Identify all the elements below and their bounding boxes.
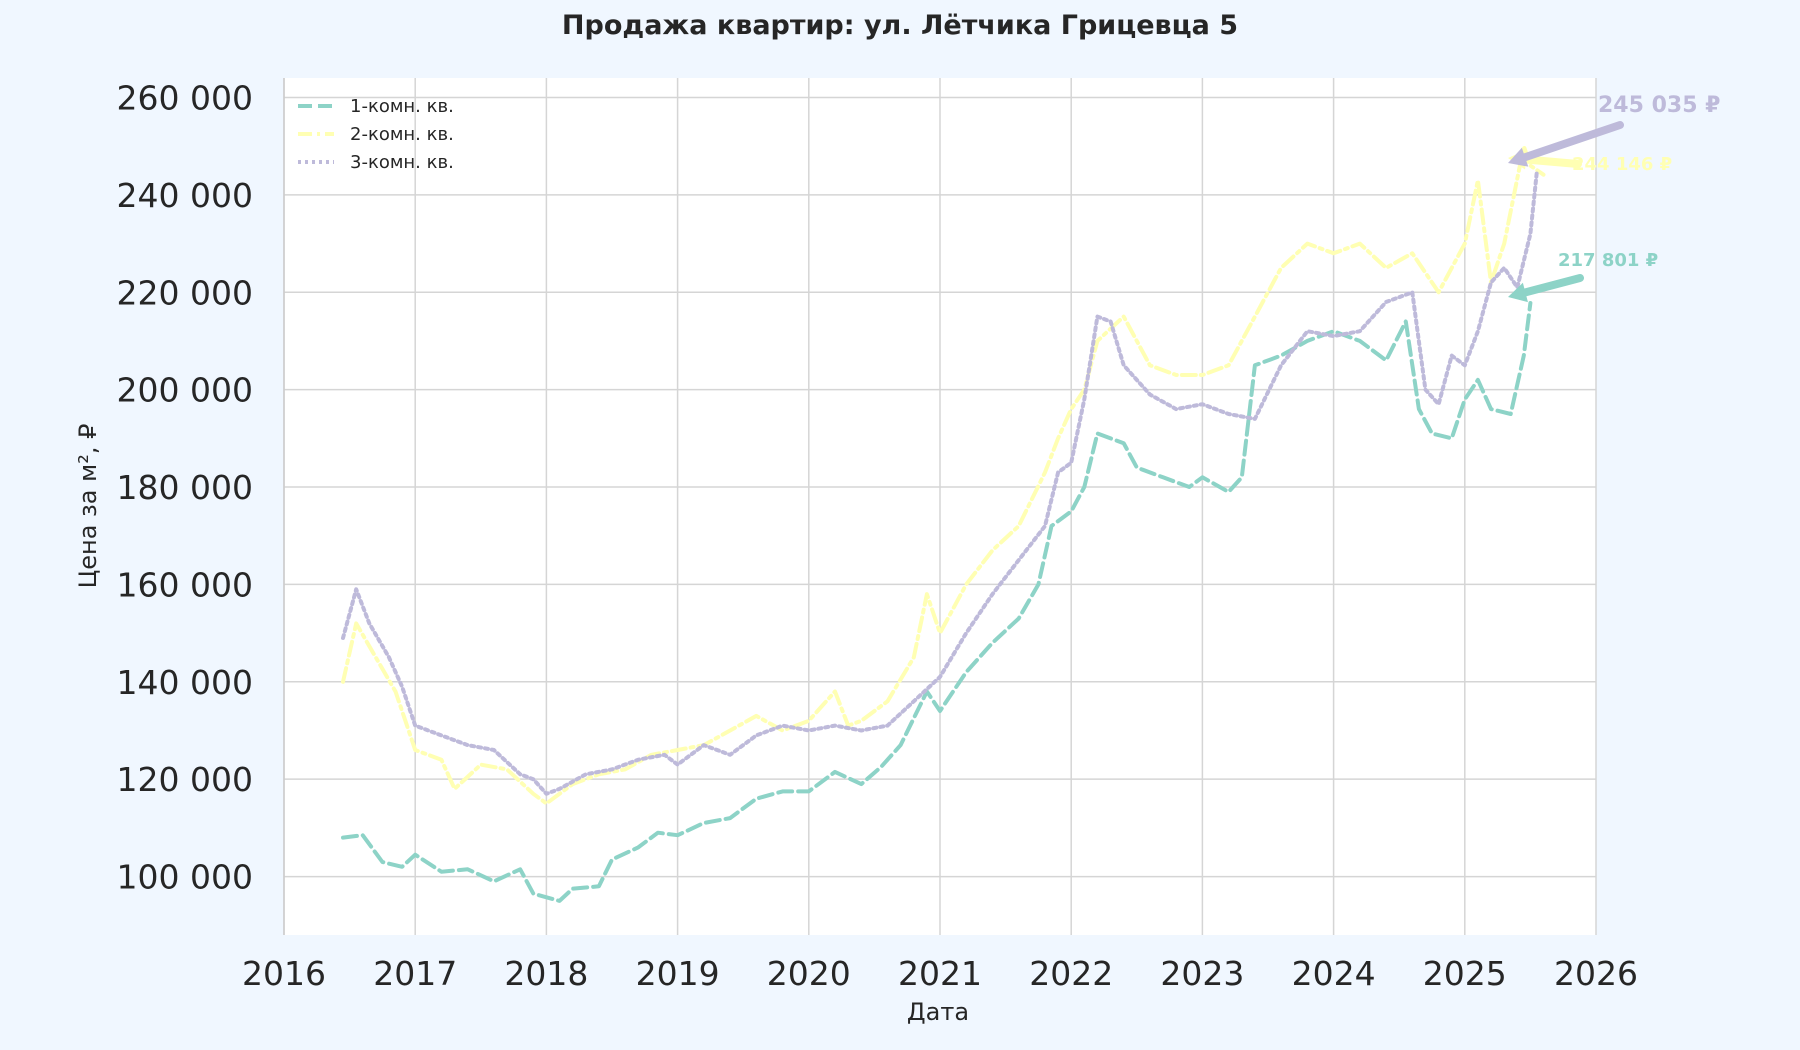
series-line-3 (341, 168, 1539, 796)
grid (283, 78, 1597, 935)
chart-title: Продажа квартир: ул. Лётчика Грицевца 5 (562, 10, 1238, 41)
y-tick-label: 140 000 (117, 663, 253, 702)
end-arrowhead-3 (1508, 147, 1529, 167)
x-tick-label: 2022 (1029, 954, 1113, 993)
x-tick-label: 2016 (242, 954, 326, 993)
series-line-2 (341, 144, 1546, 806)
y-tick-label: 120 000 (117, 760, 253, 799)
series-line-1 (341, 301, 1533, 903)
legend: 1-комн. кв. 2-комн. кв. 3-комн. кв. (298, 96, 454, 173)
end-arrowhead-1 (1508, 282, 1528, 303)
legend-label-1: 1-комн. кв. (350, 96, 454, 117)
y-tick-label: 260 000 (117, 78, 253, 117)
x-tick-label: 2021 (898, 954, 982, 993)
end-value-label-3: 245 035 ₽ (1598, 93, 1720, 118)
series-layer (341, 144, 1546, 903)
x-tick-label: 2026 (1554, 954, 1638, 993)
y-tick-label: 160 000 (117, 565, 253, 604)
x-tick-label: 2019 (636, 954, 720, 993)
legend-label-2: 2-комн. кв. (350, 124, 454, 145)
end-arrow-3 (1521, 121, 1624, 162)
y-tick-label: 180 000 (117, 468, 253, 507)
x-tick-label: 2018 (504, 954, 588, 993)
x-axis-label: Дата (907, 998, 969, 1026)
x-tick-label: 2024 (1292, 954, 1376, 993)
x-tick-label: 2020 (767, 954, 851, 993)
end-value-label-1: 217 801 ₽ (1558, 250, 1658, 271)
end-arrow-2 (1521, 155, 1582, 168)
y-tick-label: 220 000 (117, 273, 253, 312)
x-tick-label: 2025 (1423, 954, 1507, 993)
x-tick-label: 2017 (373, 954, 457, 993)
y-tick-label: 200 000 (117, 371, 253, 410)
x-tick-label: 2023 (1160, 954, 1244, 993)
legend-label-3: 3-комн. кв. (350, 152, 454, 173)
end-labels: 217 801 ₽ 244 146 ₽ 245 035 ₽ (1508, 93, 1720, 303)
y-axis-label: Цена за м², ₽ (74, 424, 102, 589)
y-tick-label: 100 000 (117, 858, 253, 897)
end-value-label-2: 244 146 ₽ (1572, 154, 1672, 175)
end-arrow-1 (1521, 274, 1584, 297)
ticks: 2016 2017 2018 2019 2020 2021 2022 2023 2024 2025… (117, 78, 1638, 993)
y-tick-label: 240 000 (117, 176, 253, 215)
